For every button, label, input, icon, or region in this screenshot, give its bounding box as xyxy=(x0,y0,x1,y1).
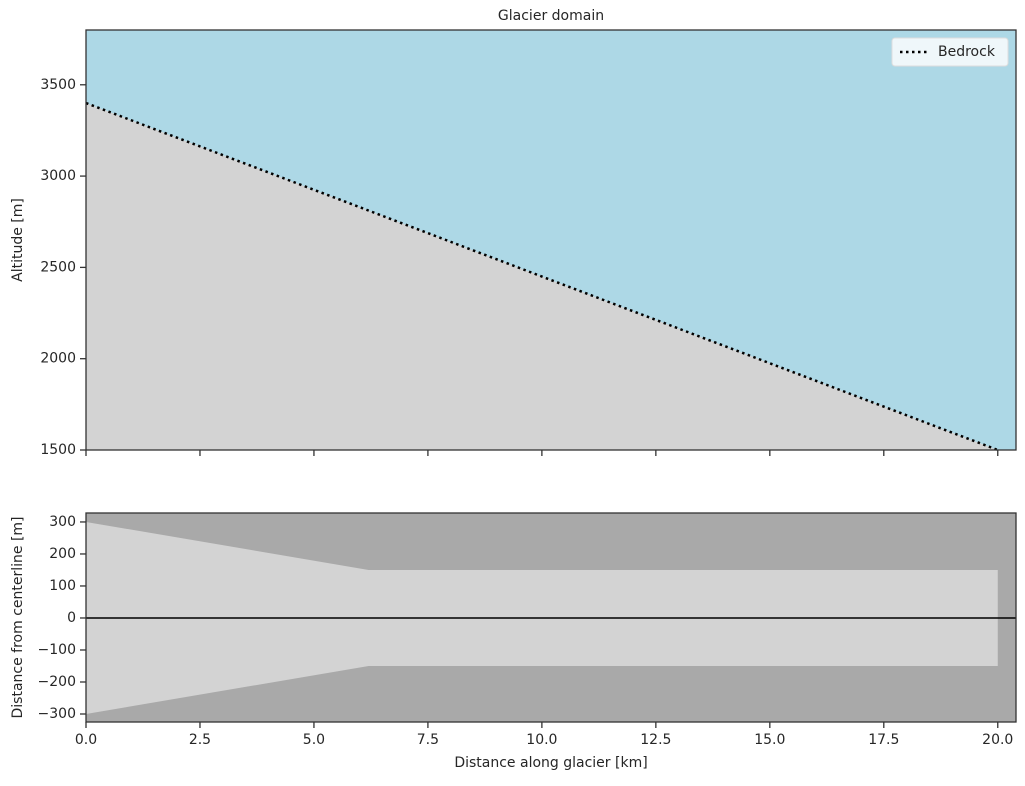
width-area xyxy=(86,521,998,618)
y-tick-label: 1500 xyxy=(40,442,76,458)
x-tick-label: 20.0 xyxy=(982,732,1013,748)
y-axis-label: Distance from centerline [m] xyxy=(10,516,26,718)
chart-title: Glacier domain xyxy=(498,8,604,24)
y-tick-label: 2500 xyxy=(40,259,76,275)
x-tick-label: 12.5 xyxy=(640,732,671,748)
axes-frame xyxy=(85,29,1017,451)
x-tick-label: 10.0 xyxy=(526,732,557,748)
width-area xyxy=(86,617,998,714)
y-tick-label: 0 xyxy=(67,610,76,626)
x-tick-label: 15.0 xyxy=(754,732,785,748)
x-axis-label: Distance along glacier [km] xyxy=(454,755,647,771)
y-tick-label: 2000 xyxy=(40,351,76,367)
x-tick-label: 5.0 xyxy=(303,732,325,748)
y-tick-label: −300 xyxy=(38,706,76,722)
y-tick-label: 300 xyxy=(49,514,76,530)
y-tick-label: 3000 xyxy=(40,168,76,184)
y-tick-label: −200 xyxy=(38,674,76,690)
y-tick-label: 200 xyxy=(49,546,76,562)
x-tick-label: 0.0 xyxy=(75,732,97,748)
y-axis-label: Altitude [m] xyxy=(10,198,26,282)
legend-label: Bedrock xyxy=(938,44,996,60)
x-tick-label: 17.5 xyxy=(868,732,899,748)
legend-box xyxy=(891,37,1009,67)
y-tick-label: −100 xyxy=(38,642,76,658)
x-tick-label: 7.5 xyxy=(417,732,439,748)
x-tick-label: 2.5 xyxy=(189,732,211,748)
bedrock-line xyxy=(85,101,999,452)
y-tick-label: 100 xyxy=(49,578,76,594)
y-tick-label: 3500 xyxy=(40,77,76,93)
